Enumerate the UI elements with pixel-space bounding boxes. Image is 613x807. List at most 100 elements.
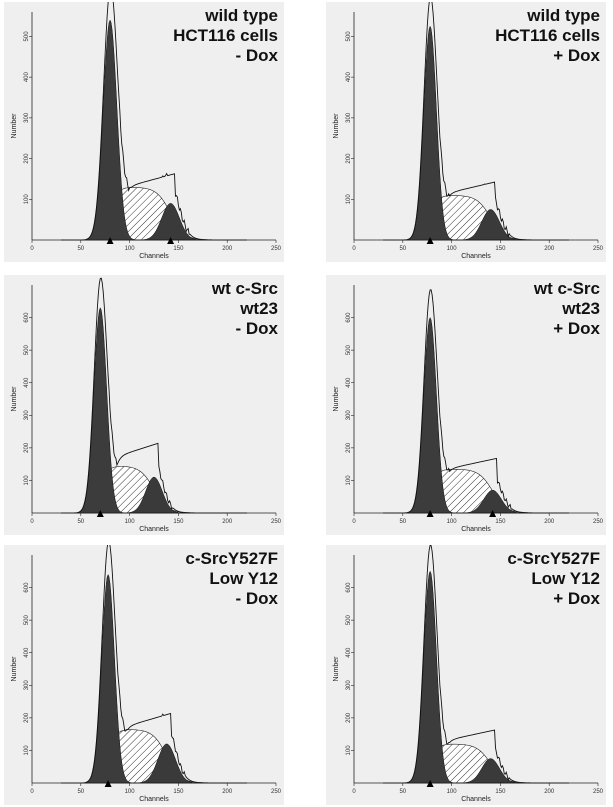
x-tick-label: 0 — [30, 519, 34, 525]
y-tick-label: 300 — [346, 680, 352, 691]
condition-line: + Dox — [553, 589, 600, 608]
condition-line: - Dox — [235, 319, 279, 338]
x-tick-label: 200 — [544, 789, 555, 795]
y-tick-label: 100 — [24, 475, 30, 486]
histogram-panel-y527f-minus-dox: 0 50 100 150 200 250 100 200 300 400 500 600 Channel… — [4, 545, 284, 805]
peak-marker-triangle — [106, 237, 114, 244]
y-tick-label: 500 — [24, 614, 30, 625]
x-tick-label: 100 — [447, 246, 458, 252]
histogram-chart: 0 50 100 150 200 250 100 200 300 400 500 Channels Nu… — [11, 2, 282, 260]
y-tick-label: 200 — [24, 153, 30, 164]
condition-label: wild type HCT116 cells - Dox — [173, 6, 278, 66]
y-tick-label: 200 — [24, 712, 30, 723]
x-axis-label: Channels — [139, 253, 169, 260]
x-tick-label: 50 — [77, 519, 84, 525]
y-tick-label: 300 — [24, 680, 30, 691]
condition-line: - Dox — [235, 46, 279, 65]
condition-line: c-SrcY527F — [185, 549, 278, 568]
x-tick-label: 50 — [77, 789, 84, 795]
y-tick-label: 100 — [346, 475, 352, 486]
y-tick-label: 300 — [24, 410, 30, 421]
condition-line: wt23 — [562, 299, 600, 318]
x-axis-label: Channels — [461, 796, 491, 803]
x-tick-label: 50 — [77, 246, 84, 252]
y-tick-label: 600 — [346, 312, 352, 323]
y-tick-label: 300 — [346, 112, 352, 123]
x-tick-label: 200 — [222, 519, 233, 525]
x-tick-label: 50 — [399, 789, 406, 795]
peak-marker-triangle — [96, 510, 104, 517]
condition-line: c-SrcY527F — [507, 549, 600, 568]
x-tick-label: 0 — [352, 246, 356, 252]
y-tick-label: 500 — [346, 31, 352, 42]
x-tick-label: 200 — [544, 246, 555, 252]
y-axis-label: Number — [11, 113, 18, 139]
y-tick-label: 100 — [346, 745, 352, 756]
x-axis-label: Channels — [139, 796, 169, 803]
histogram-panel-wtcsrc-minus-dox: 0 50 100 150 200 250 100 200 300 400 500 600 Channel… — [4, 275, 284, 535]
x-tick-label: 50 — [399, 246, 406, 252]
x-tick-label: 150 — [173, 246, 184, 252]
condition-line: + Dox — [553, 319, 600, 338]
y-tick-label: 100 — [346, 194, 352, 205]
y-axis-label: Number — [333, 113, 340, 139]
x-tick-label: 200 — [222, 246, 233, 252]
y-tick-label: 300 — [346, 410, 352, 421]
x-axis-label: Channels — [461, 253, 491, 260]
y-tick-label: 400 — [346, 71, 352, 82]
histogram-panel-wt-plus-dox: 0 50 100 150 200 250 100 200 300 400 500 Channels Nu… — [326, 2, 606, 262]
x-tick-label: 0 — [30, 789, 34, 795]
y-axis-label: Number — [11, 386, 18, 412]
x-tick-label: 250 — [271, 519, 282, 525]
x-tick-label: 100 — [447, 789, 458, 795]
y-tick-label: 400 — [24, 377, 30, 388]
x-tick-label: 250 — [593, 246, 604, 252]
condition-line: wild type — [205, 6, 278, 25]
y-tick-label: 200 — [346, 442, 352, 453]
x-axis-label: Channels — [139, 526, 169, 533]
condition-line: HCT116 cells — [173, 26, 278, 45]
x-tick-label: 50 — [399, 519, 406, 525]
peak-marker-triangle — [489, 510, 497, 517]
peak-marker-triangle — [426, 237, 434, 244]
y-tick-label: 500 — [346, 344, 352, 355]
y-tick-label: 600 — [24, 582, 30, 593]
y-tick-label: 200 — [346, 153, 352, 164]
condition-line: wild type — [527, 6, 600, 25]
x-tick-label: 200 — [222, 789, 233, 795]
x-tick-label: 0 — [352, 789, 356, 795]
x-tick-label: 150 — [173, 519, 184, 525]
y-tick-label: 600 — [24, 312, 30, 323]
peak-marker-triangle — [426, 510, 434, 517]
y-axis-label: Number — [11, 656, 18, 682]
peak-marker-triangle — [104, 780, 112, 787]
condition-label: wt c-Src wt23 + Dox — [534, 279, 600, 339]
histogram-panel-wt-minus-dox: 0 50 100 150 200 250 100 200 300 400 500 Channels Nu… — [4, 2, 284, 262]
y-tick-label: 500 — [24, 344, 30, 355]
histogram-panel-y527f-plus-dox: 0 50 100 150 200 250 100 200 300 400 500 600 Channel… — [326, 545, 606, 805]
condition-line: Low Y12 — [531, 569, 600, 588]
x-tick-label: 100 — [125, 519, 136, 525]
s-phase-area — [61, 187, 247, 241]
x-tick-label: 150 — [495, 519, 506, 525]
x-tick-label: 150 — [495, 246, 506, 252]
x-tick-label: 150 — [173, 789, 184, 795]
y-axis-label: Number — [333, 386, 340, 412]
histogram-chart: 0 50 100 150 200 250 100 200 300 400 500 600 Channel… — [333, 285, 604, 533]
y-tick-label: 400 — [24, 71, 30, 82]
x-tick-label: 0 — [30, 246, 34, 252]
x-tick-label: 250 — [271, 246, 282, 252]
y-tick-label: 100 — [24, 745, 30, 756]
histogram-chart: 0 50 100 150 200 250 100 200 300 400 500 600 Channel… — [11, 277, 282, 533]
x-tick-label: 250 — [593, 519, 604, 525]
histogram-chart: 0 50 100 150 200 250 100 200 300 400 500 600 Channel… — [333, 545, 604, 803]
condition-line: Low Y12 — [209, 569, 278, 588]
x-tick-label: 100 — [125, 789, 136, 795]
y-tick-label: 100 — [24, 194, 30, 205]
x-tick-label: 0 — [352, 519, 356, 525]
condition-label: c-SrcY527F Low Y12 - Dox — [185, 549, 278, 609]
y-tick-label: 600 — [346, 582, 352, 593]
x-axis-label: Channels — [461, 526, 491, 533]
y-tick-label: 400 — [346, 377, 352, 388]
y-tick-label: 300 — [24, 112, 30, 123]
